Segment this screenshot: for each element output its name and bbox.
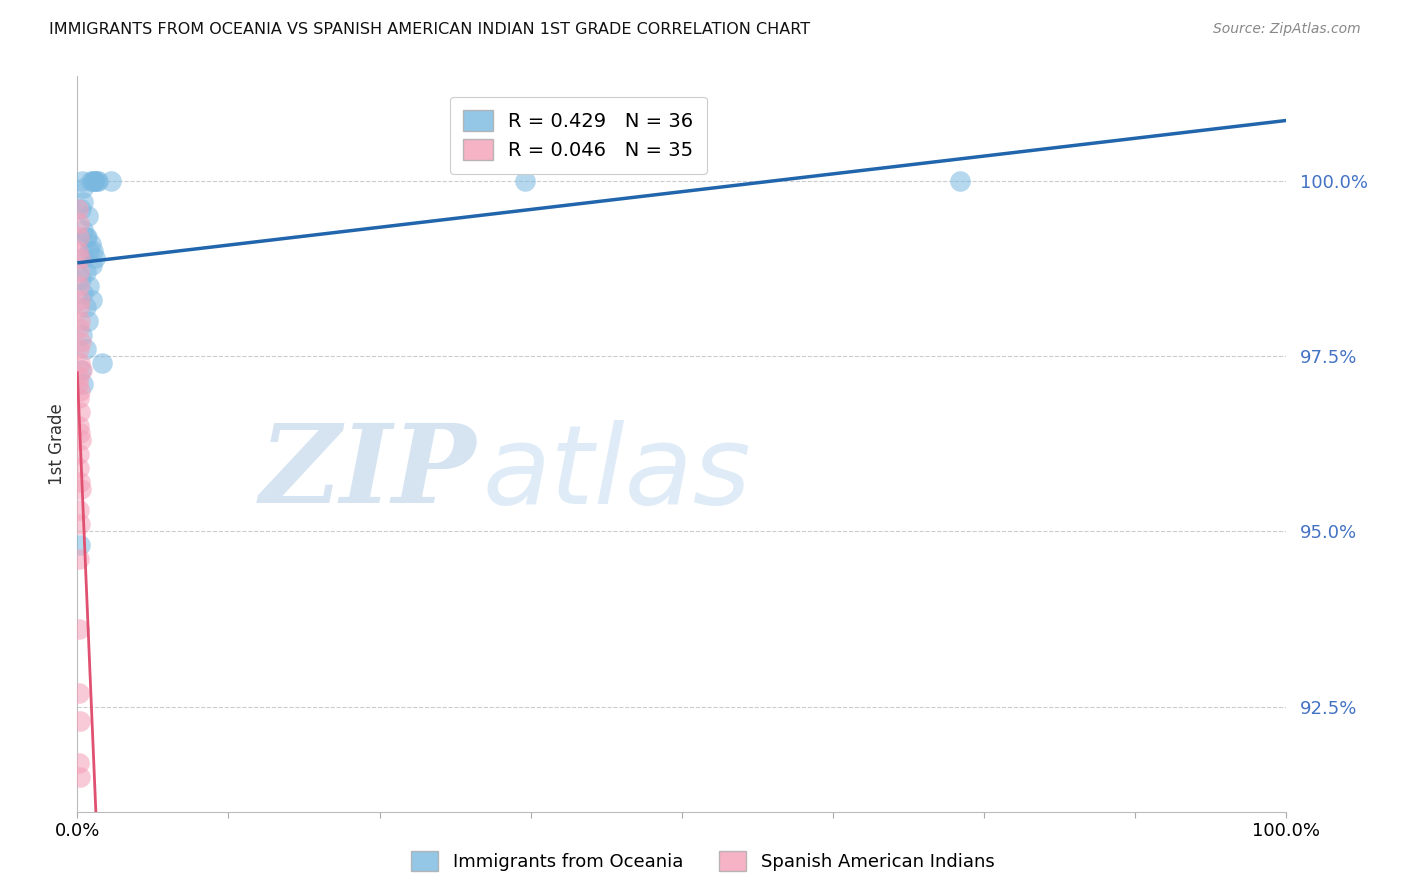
Point bbox=[67, 503, 90, 517]
Text: atlas: atlas bbox=[482, 420, 751, 526]
Point bbox=[77, 209, 100, 223]
Point bbox=[69, 714, 91, 728]
Point bbox=[83, 174, 105, 188]
Point bbox=[69, 314, 91, 328]
Point bbox=[69, 538, 91, 552]
Point bbox=[69, 293, 91, 307]
Point bbox=[513, 174, 536, 188]
Point bbox=[69, 770, 91, 784]
Point bbox=[70, 363, 93, 377]
Point bbox=[67, 756, 90, 770]
Point bbox=[70, 483, 93, 497]
Point bbox=[69, 356, 91, 370]
Point bbox=[70, 272, 93, 286]
Text: IMMIGRANTS FROM OCEANIA VS SPANISH AMERICAN INDIAN 1ST GRADE CORRELATION CHART: IMMIGRANTS FROM OCEANIA VS SPANISH AMERI… bbox=[49, 22, 810, 37]
Point bbox=[100, 174, 122, 188]
Point bbox=[72, 194, 94, 209]
Point bbox=[90, 356, 112, 370]
Point bbox=[79, 244, 101, 258]
Point bbox=[67, 685, 90, 699]
Point bbox=[75, 342, 97, 356]
Point bbox=[79, 237, 101, 252]
Point bbox=[70, 251, 93, 265]
Point bbox=[80, 293, 103, 307]
Y-axis label: 1st Grade: 1st Grade bbox=[48, 403, 66, 484]
Text: Source: ZipAtlas.com: Source: ZipAtlas.com bbox=[1213, 22, 1361, 37]
Point bbox=[72, 181, 94, 195]
Point bbox=[76, 230, 98, 244]
Point bbox=[82, 244, 104, 258]
Point bbox=[80, 258, 103, 272]
Point bbox=[84, 174, 107, 188]
Point bbox=[86, 174, 108, 188]
Point bbox=[69, 426, 91, 441]
Point bbox=[72, 223, 94, 237]
Point bbox=[79, 174, 101, 188]
Point bbox=[67, 370, 90, 384]
Point bbox=[75, 265, 97, 279]
Point bbox=[69, 384, 91, 399]
Point bbox=[67, 391, 90, 405]
Point bbox=[66, 244, 89, 258]
Point bbox=[72, 377, 94, 392]
Point bbox=[75, 300, 97, 314]
Point bbox=[87, 174, 110, 188]
Point bbox=[67, 461, 90, 475]
Point bbox=[72, 286, 94, 301]
Point bbox=[67, 279, 90, 293]
Point bbox=[67, 552, 90, 566]
Point bbox=[77, 314, 100, 328]
Point bbox=[66, 202, 89, 216]
Point bbox=[69, 475, 91, 490]
Point bbox=[67, 342, 90, 356]
Point bbox=[67, 265, 90, 279]
Point bbox=[67, 419, 90, 434]
Point bbox=[82, 174, 104, 188]
Point bbox=[67, 300, 90, 314]
Point bbox=[67, 230, 90, 244]
Point bbox=[79, 279, 101, 293]
Point bbox=[67, 623, 90, 637]
Point bbox=[75, 230, 97, 244]
Point bbox=[949, 174, 972, 188]
Point bbox=[70, 202, 93, 216]
Point bbox=[69, 517, 91, 532]
Point bbox=[67, 216, 90, 230]
Point bbox=[70, 335, 93, 350]
Point bbox=[84, 251, 107, 265]
Text: ZIP: ZIP bbox=[260, 419, 477, 527]
Legend: R = 0.429   N = 36, R = 0.046   N = 35: R = 0.429 N = 36, R = 0.046 N = 35 bbox=[450, 96, 707, 174]
Point bbox=[70, 363, 93, 377]
Point bbox=[70, 174, 93, 188]
Point bbox=[66, 377, 89, 392]
Point bbox=[67, 321, 90, 335]
Point bbox=[69, 405, 91, 419]
Legend: Immigrants from Oceania, Spanish American Indians: Immigrants from Oceania, Spanish America… bbox=[404, 844, 1002, 879]
Point bbox=[70, 328, 93, 343]
Point bbox=[69, 251, 91, 265]
Point bbox=[70, 434, 93, 448]
Point bbox=[67, 447, 90, 461]
